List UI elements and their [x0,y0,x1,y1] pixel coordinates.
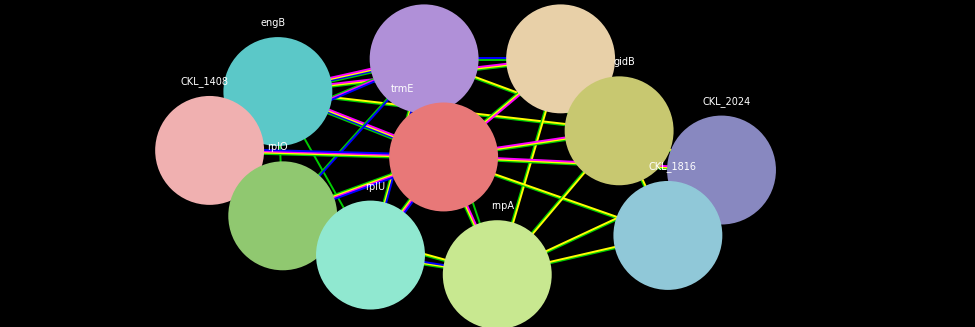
Text: CKL_1408: CKL_1408 [180,76,229,87]
Ellipse shape [444,221,551,327]
Ellipse shape [668,116,775,224]
Ellipse shape [229,162,336,269]
Ellipse shape [566,77,673,184]
Ellipse shape [614,182,722,289]
Ellipse shape [156,97,263,204]
Text: engB: engB [260,18,286,28]
Ellipse shape [224,38,332,145]
Text: CKL_1816: CKL_1816 [648,161,697,172]
Text: rnpA: rnpA [490,201,514,211]
Text: rplO: rplO [267,142,289,152]
Text: rplU: rplU [366,181,385,192]
Ellipse shape [317,201,424,309]
Ellipse shape [507,5,614,112]
Text: gidB: gidB [613,57,635,67]
Text: CKL_2024: CKL_2024 [702,96,751,107]
Ellipse shape [390,103,497,211]
Text: trmE: trmE [391,83,414,94]
Ellipse shape [370,5,478,112]
